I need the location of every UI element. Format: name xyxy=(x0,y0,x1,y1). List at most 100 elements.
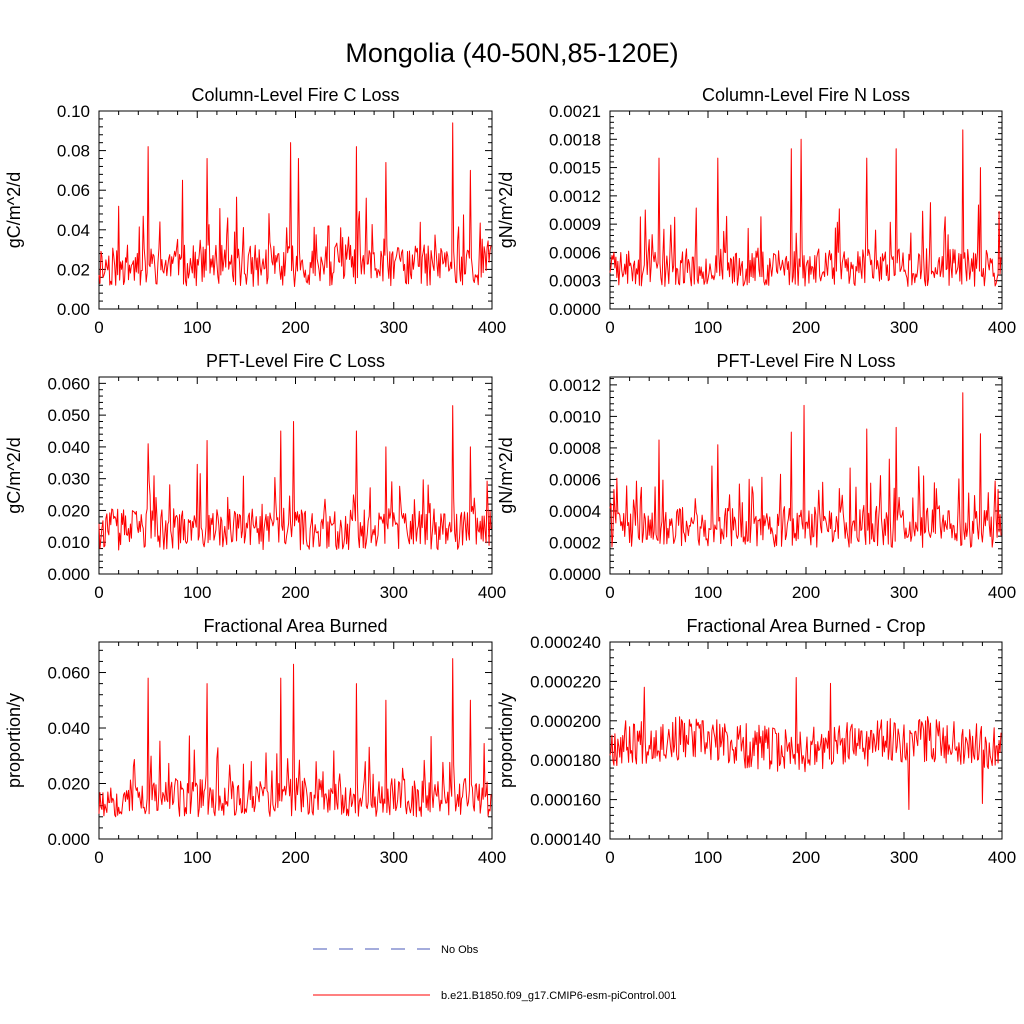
x-tick-label: 300 xyxy=(380,583,408,602)
y-tick-label: 0.0008 xyxy=(549,439,601,458)
x-tick-label: 100 xyxy=(183,318,211,337)
y-axis-label: proportion/y xyxy=(496,693,516,788)
y-tick-label: 0.000160 xyxy=(530,791,601,810)
series-line xyxy=(98,405,492,551)
y-tick-label: 0.000 xyxy=(47,830,90,849)
y-tick-label: 0.000220 xyxy=(530,672,601,691)
series-line xyxy=(609,129,1002,287)
x-tick-label: 100 xyxy=(694,318,722,337)
x-tick-label: 200 xyxy=(792,848,820,867)
y-tick-label: 0.040 xyxy=(47,438,90,457)
x-tick-label: 100 xyxy=(694,848,722,867)
y-tick-label: 0.0015 xyxy=(549,159,601,178)
x-tick-label: 100 xyxy=(183,848,211,867)
x-tick-label: 0 xyxy=(94,318,103,337)
x-tick-label: 400 xyxy=(988,583,1016,602)
panel-title: Column-Level Fire N Loss xyxy=(702,85,910,105)
x-tick-label: 300 xyxy=(890,583,918,602)
y-tick-label: 0.0006 xyxy=(549,470,601,489)
y-axis-label: proportion/y xyxy=(4,693,24,788)
y-tick-label: 0.0000 xyxy=(549,300,601,319)
y-axis-label: gN/m^2/d xyxy=(496,437,516,513)
y-tick-label: 0.000180 xyxy=(530,751,601,770)
series-line xyxy=(609,392,1002,548)
panel-6: 0 100 200 300 400 0.000140 0.000160 0.000180 0.0… xyxy=(496,616,1016,867)
y-tick-label: 0.060 xyxy=(47,664,90,683)
figure-title: Mongolia (40-50N,85-120E) xyxy=(345,38,678,68)
panel-title: Fractional Area Burned xyxy=(203,616,387,636)
y-tick-label: 0.0010 xyxy=(549,407,601,426)
series-line xyxy=(98,122,492,288)
panel-title: PFT-Level Fire C Loss xyxy=(206,351,385,371)
x-tick-label: 0 xyxy=(605,583,614,602)
series-line xyxy=(609,676,1002,810)
x-tick-label: 200 xyxy=(792,318,820,337)
panel-1: 0 100 200 300 400 0.00 0.02 0.04 0.06 0.08 0.10 Col… xyxy=(4,85,506,337)
y-tick-label: 0.020 xyxy=(47,775,90,794)
x-tick-label: 200 xyxy=(281,848,309,867)
x-tick-label: 0 xyxy=(605,318,614,337)
y-tick-label: 0.0006 xyxy=(549,243,601,262)
y-tick-label: 0.000200 xyxy=(530,712,601,731)
x-tick-label: 400 xyxy=(478,583,506,602)
y-tick-label: 0.000240 xyxy=(530,633,601,652)
y-tick-label: 0.0009 xyxy=(549,215,601,234)
y-tick-label: 0.060 xyxy=(47,374,90,393)
x-tick-label: 400 xyxy=(988,848,1016,867)
y-tick-label: 0.0000 xyxy=(549,565,601,584)
series-line xyxy=(98,658,492,818)
y-tick-label: 0.0002 xyxy=(549,533,601,552)
y-tick-label: 0.010 xyxy=(47,533,90,552)
y-axis-label: gC/m^2/d xyxy=(4,172,24,248)
y-tick-label: 0.0003 xyxy=(549,272,601,291)
x-tick-label: 400 xyxy=(478,318,506,337)
y-tick-label: 0.020 xyxy=(47,501,90,520)
y-tick-label: 0.000 xyxy=(47,565,90,584)
y-tick-label: 0.000140 xyxy=(530,830,601,849)
x-tick-label: 300 xyxy=(380,848,408,867)
x-tick-label: 200 xyxy=(281,318,309,337)
legend: No Obs b.e21.B1850.f09_g17.CMIP6-esm-piC… xyxy=(313,944,676,1002)
panels: 0 100 200 300 400 0.00 0.02 0.04 0.06 0.08 0.10 Col… xyxy=(4,85,1016,867)
y-tick-label: 0.040 xyxy=(47,719,90,738)
plot-frame xyxy=(98,376,493,575)
y-tick-label: 0.04 xyxy=(57,221,90,240)
legend-label-model: b.e21.B1850.f09_g17.CMIP6-esm-piControl.… xyxy=(441,990,676,1002)
y-tick-label: 0.0012 xyxy=(549,187,601,206)
y-tick-label: 0.10 xyxy=(57,102,90,121)
panel-4: 0 100 200 300 400 0.0000 0.0002 0.0004 0.0006 0.0… xyxy=(496,351,1016,602)
y-tick-label: 0.02 xyxy=(57,260,90,279)
y-tick-label: 0.06 xyxy=(57,181,90,200)
y-tick-label: 0.030 xyxy=(47,470,90,489)
x-tick-label: 0 xyxy=(605,848,614,867)
panel-title: PFT-Level Fire N Loss xyxy=(716,351,895,371)
y-tick-label: 0.00 xyxy=(57,300,90,319)
panel-title: Column-Level Fire C Loss xyxy=(191,85,399,105)
x-tick-label: 100 xyxy=(183,583,211,602)
x-tick-label: 0 xyxy=(94,583,103,602)
panel-3: 0 100 200 300 400 0.000 0.010 0.020 0.030 0.040 0.… xyxy=(4,351,506,602)
panel-5: 0 100 200 300 400 0.000 0.020 0.040 0.060 Fractio… xyxy=(4,616,506,867)
y-axis-label: gC/m^2/d xyxy=(4,437,24,513)
y-tick-label: 0.08 xyxy=(57,142,90,161)
panel-title: Fractional Area Burned - Crop xyxy=(686,616,925,636)
y-tick-label: 0.0012 xyxy=(549,376,601,395)
y-axis-label: gN/m^2/d xyxy=(496,172,516,248)
x-tick-label: 300 xyxy=(890,848,918,867)
y-tick-label: 0.0018 xyxy=(549,130,601,149)
x-tick-label: 100 xyxy=(694,583,722,602)
x-tick-label: 400 xyxy=(988,318,1016,337)
y-tick-label: 0.0004 xyxy=(549,502,601,521)
legend-label-no-obs: No Obs xyxy=(441,944,479,956)
y-tick-label: 0.0021 xyxy=(549,102,601,121)
x-tick-label: 0 xyxy=(94,848,103,867)
x-tick-label: 300 xyxy=(380,318,408,337)
plot-frame xyxy=(609,376,1003,575)
x-tick-label: 200 xyxy=(281,583,309,602)
y-tick-label: 0.050 xyxy=(47,406,90,425)
x-tick-label: 200 xyxy=(792,583,820,602)
x-tick-label: 400 xyxy=(478,848,506,867)
x-tick-label: 300 xyxy=(890,318,918,337)
panel-2: 0 100 200 300 400 0.0000 0.0003 0.0006 0.0009 0.0… xyxy=(496,85,1016,337)
